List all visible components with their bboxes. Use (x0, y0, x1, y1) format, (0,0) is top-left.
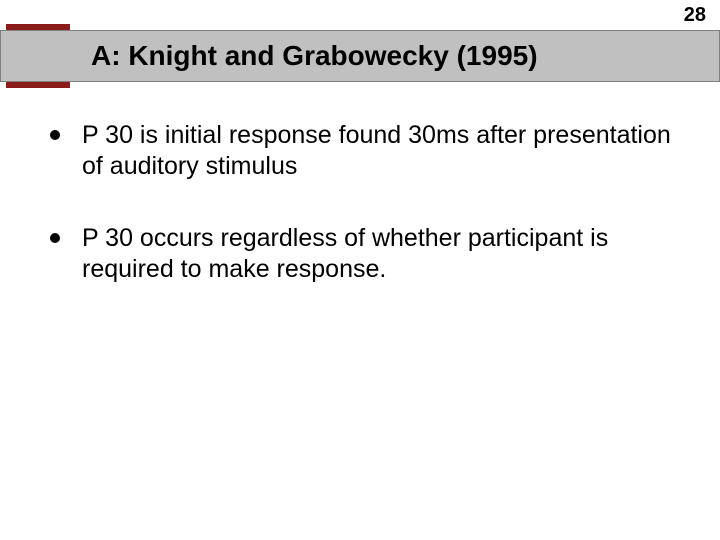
page-number: 28 (684, 4, 706, 27)
bullet-dot-icon (50, 233, 60, 243)
bullet-text: P 30 is initial response found 30ms afte… (82, 120, 680, 183)
slide-title: A: Knight and Grabowecky (1995) (91, 40, 538, 72)
bullet-item: P 30 is initial response found 30ms afte… (50, 120, 680, 183)
bullet-text: P 30 occurs regardless of whether partic… (82, 223, 680, 286)
bullet-dot-icon (50, 130, 60, 140)
content-area: P 30 is initial response found 30ms afte… (50, 120, 680, 325)
title-bar: A: Knight and Grabowecky (1995) (0, 30, 720, 82)
bullet-item: P 30 occurs regardless of whether partic… (50, 223, 680, 286)
